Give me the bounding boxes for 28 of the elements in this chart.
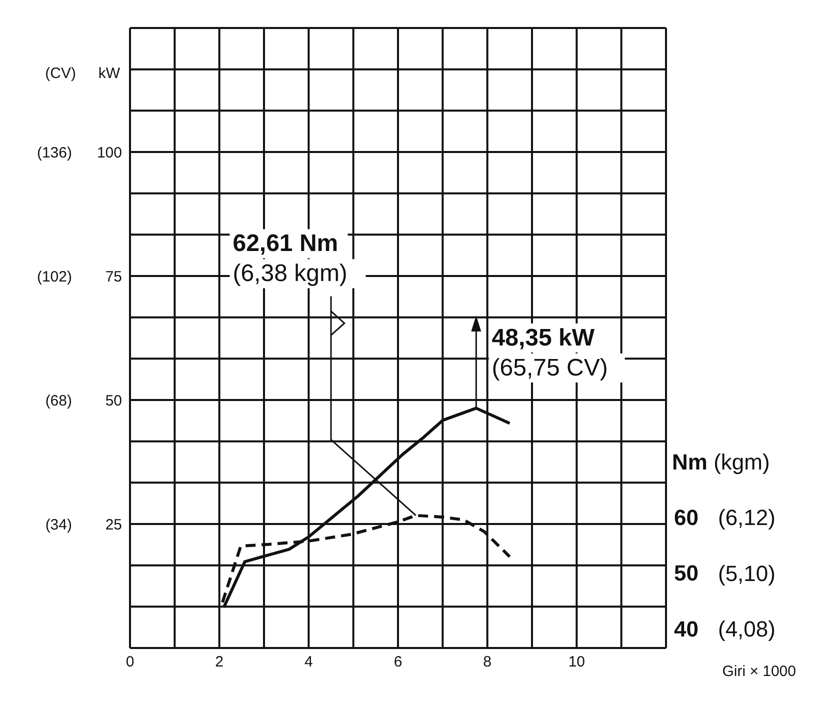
- y-tick-label: 50: [105, 392, 122, 410]
- y3-tick-label: 60: [674, 504, 698, 530]
- y2-tick-label: (102): [36, 268, 72, 286]
- y-tick-label: 25: [105, 516, 122, 534]
- y2-axis-title: (CV): [45, 65, 76, 82]
- annotation: (6,38 kgm): [232, 260, 348, 288]
- annotation: (65,75 CV): [492, 354, 608, 382]
- text: (6,12): [718, 505, 776, 530]
- text: (4,08): [718, 616, 776, 642]
- annotation: 62,61 Nm: [232, 230, 338, 258]
- x-tick-label: 8: [483, 654, 492, 671]
- y-tick-label: 75: [105, 268, 122, 286]
- y2-tick-label: (68): [45, 392, 72, 410]
- y-axis-title: kW: [98, 65, 121, 82]
- y3-tick-label: 50: [674, 560, 698, 586]
- y3-tick-label: 40: [674, 616, 698, 642]
- x-axis-title: Giri × 1000: [722, 663, 796, 680]
- y2-tick-label: (34): [45, 516, 72, 534]
- x-tick-label: 2: [215, 654, 224, 671]
- x-tick-label: 0: [126, 654, 134, 671]
- x-tick-label: 10: [568, 654, 586, 671]
- x-tick-label: 4: [304, 654, 313, 671]
- text: (5,10): [718, 560, 776, 586]
- annotation: 48,35 kW: [492, 324, 595, 352]
- y2-tick-label: (136): [36, 144, 72, 162]
- y3-axis-title: Nm (kgm): [672, 449, 770, 474]
- x-tick-label: 6: [394, 654, 402, 671]
- y-tick-label: 100: [96, 144, 122, 162]
